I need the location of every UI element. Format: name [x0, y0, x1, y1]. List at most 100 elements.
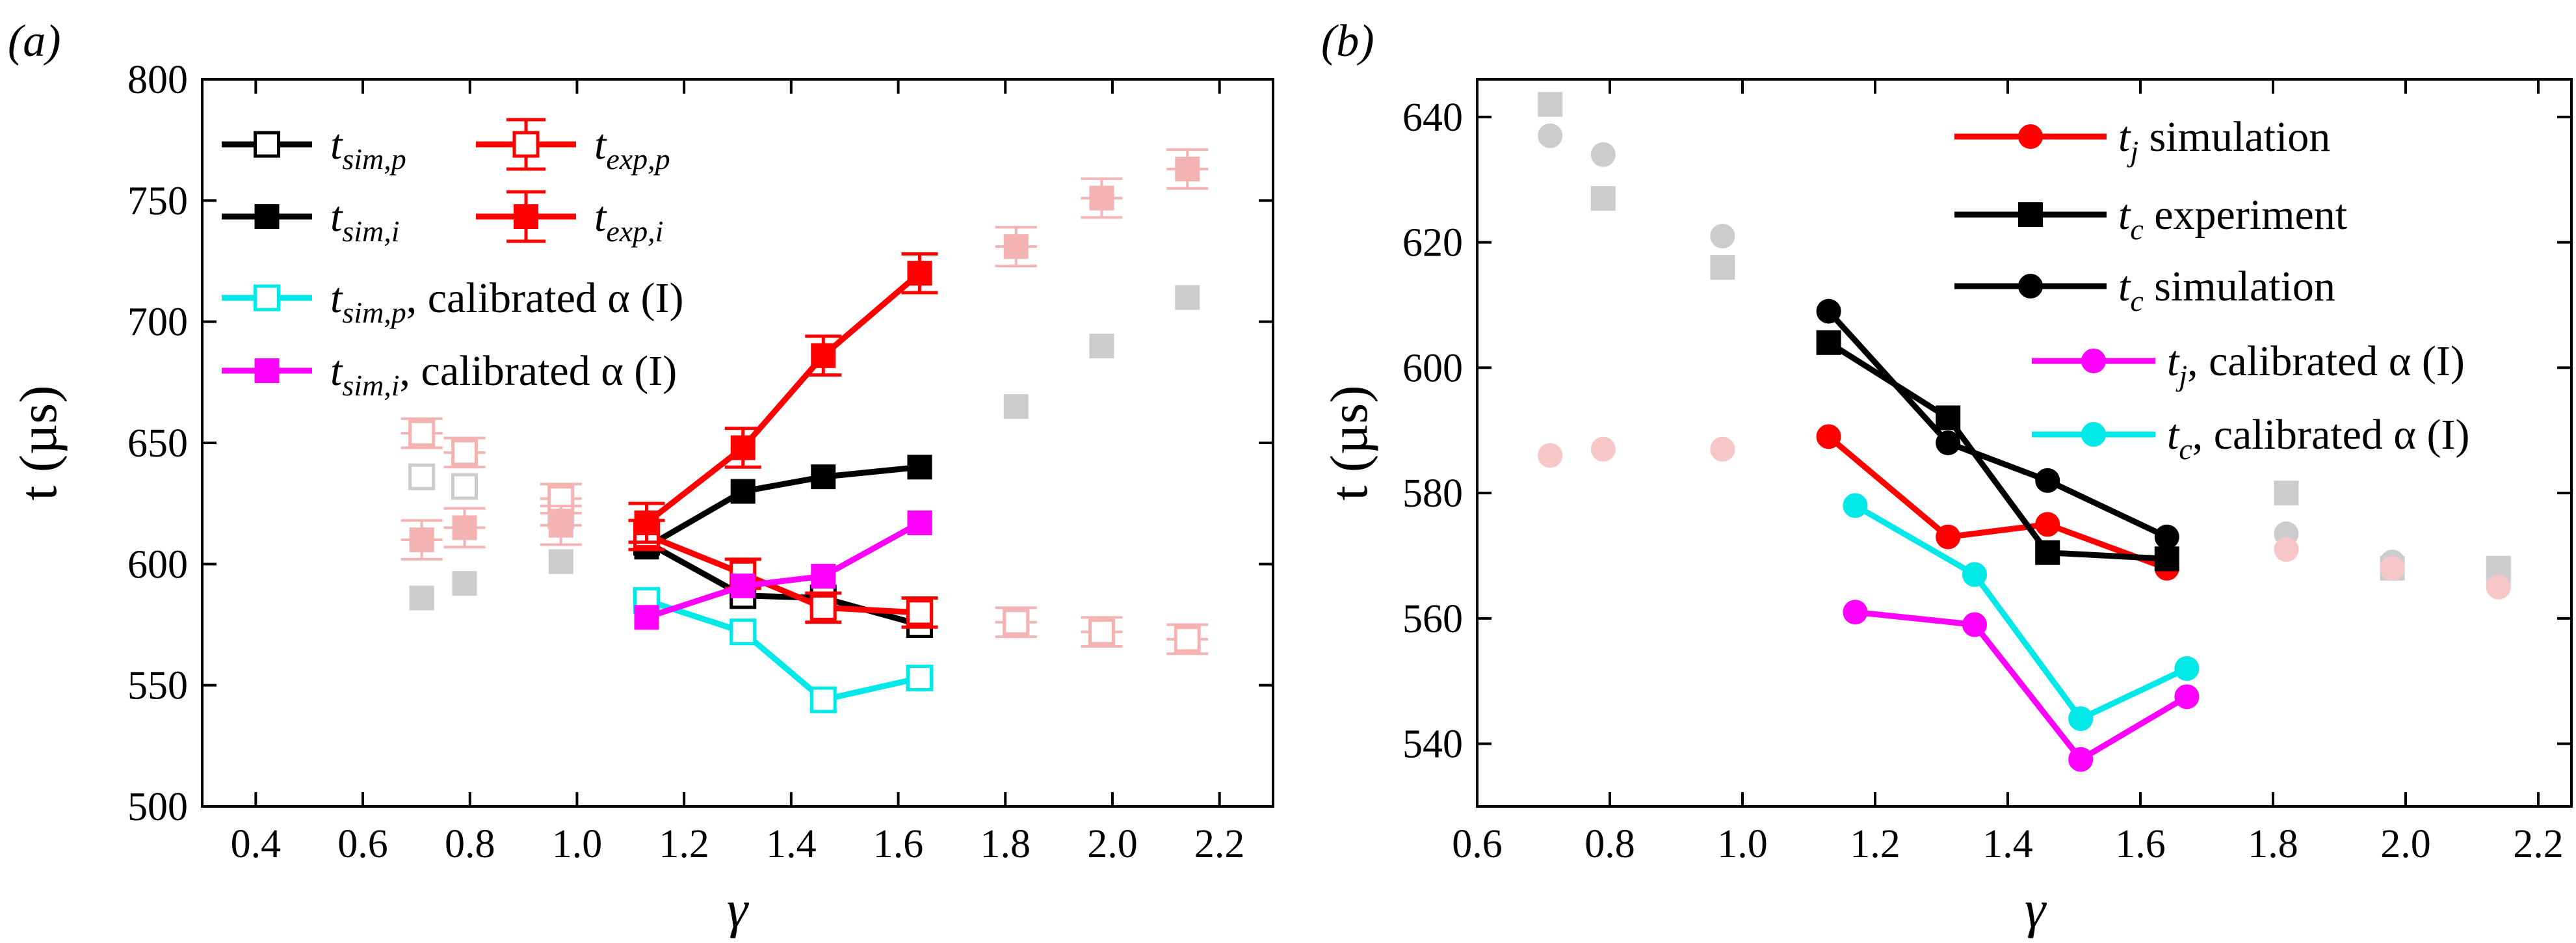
background-point — [451, 473, 479, 500]
series-line — [645, 464, 920, 550]
data-point — [1843, 600, 1868, 625]
data-point — [2174, 684, 2200, 710]
series-line — [1827, 339, 2168, 562]
legend-label-subscript: j — [2175, 359, 2187, 392]
background-point — [2274, 481, 2299, 506]
legend-label-subscript: c — [2179, 432, 2192, 466]
x-tick-label: 1.0 — [1717, 822, 1768, 866]
legend-label-subscript: exp,i — [606, 215, 663, 248]
y-tick-label: 540 — [1402, 723, 1463, 767]
series-line — [1854, 503, 2188, 722]
series-line — [644, 271, 922, 525]
y-tick-label: 580 — [1402, 472, 1463, 516]
y-tick-label: 700 — [127, 300, 188, 345]
legend-label: tsim,i — [330, 193, 400, 248]
x-tick-label: 1.4 — [1982, 822, 2033, 866]
legend-label: tc simulation — [2118, 263, 2335, 317]
background-point — [1003, 234, 1029, 259]
background-point — [1003, 609, 1030, 636]
background-point — [1590, 142, 1616, 167]
data-point — [1936, 405, 1961, 431]
legend-label-subscript: c — [2130, 284, 2143, 317]
data-point — [1936, 524, 1961, 550]
background-point — [1538, 123, 1563, 148]
data-point — [730, 573, 756, 598]
legend-label-suffix: , calibrated α (I) — [2192, 411, 2470, 458]
x-tick-label: 0.4 — [231, 822, 282, 866]
background-point — [452, 571, 477, 596]
legend-marker — [2018, 124, 2043, 149]
panel-label: (b) — [1321, 16, 1374, 66]
data-point — [811, 464, 836, 490]
y-axis-label: t (µs) — [8, 385, 68, 500]
legend-item: texp,i — [476, 190, 663, 248]
background-point — [408, 463, 436, 490]
data-point — [809, 686, 837, 713]
data-point — [1936, 431, 1961, 455]
background-point — [1538, 92, 1563, 117]
legend-label-base: t — [2167, 338, 2180, 385]
background-point — [1089, 333, 1114, 358]
background-point — [409, 527, 434, 553]
x-tick-label: 1.8 — [2248, 822, 2298, 866]
background-point — [1174, 626, 1201, 653]
legend-marker — [514, 204, 538, 229]
x-axis-label: γ — [727, 879, 750, 938]
plot-frame — [1476, 78, 2573, 808]
data-point — [1843, 493, 1868, 518]
legend-item: texp,p — [476, 118, 670, 176]
panel-label: (a) — [8, 16, 61, 66]
series-4 — [1843, 493, 2200, 732]
background-points — [401, 148, 1209, 656]
legend-label: tj, calibrated α (I) — [2167, 338, 2465, 392]
background-point — [1088, 618, 1115, 646]
data-point — [811, 343, 836, 368]
series-line — [1826, 434, 2168, 571]
y-tick-label: 640 — [1402, 96, 1463, 140]
legend-item: tsim,p — [222, 121, 406, 176]
data-point — [2035, 512, 2060, 537]
data-point — [1962, 562, 1987, 587]
x-tick-label: 0.8 — [1584, 822, 1635, 866]
series-3 — [1843, 600, 2200, 772]
x-axis-label: γ — [2025, 879, 2047, 938]
x-tick-label: 1.4 — [766, 822, 817, 866]
series-3 — [628, 252, 938, 544]
legend-item: tc simulation — [1954, 263, 2335, 317]
legend-marker — [254, 284, 280, 312]
x-tick-label: 0.8 — [445, 822, 495, 866]
legend-item: tj, calibrated α (I) — [2032, 338, 2465, 392]
legend-label-base: t — [330, 347, 343, 395]
legend-marker — [254, 204, 280, 229]
legend-label: tsim,i, calibrated α (I) — [330, 347, 677, 402]
legend-marker — [512, 131, 540, 158]
y-tick-label: 650 — [127, 421, 188, 466]
background-point — [2380, 555, 2405, 581]
background-point — [2486, 574, 2511, 600]
background-point — [1003, 394, 1029, 419]
background-point — [1710, 255, 1735, 280]
y-tick-label: 750 — [127, 179, 188, 223]
legend-marker — [254, 358, 280, 383]
x-tick-label: 1.2 — [659, 822, 709, 866]
data-point — [1962, 612, 1987, 637]
background-point — [1590, 436, 1616, 462]
y-tick-label: 600 — [1402, 346, 1463, 390]
series-line — [1826, 309, 2168, 540]
x-tick-label: 2.0 — [1087, 822, 1138, 866]
y-tick-label: 800 — [127, 58, 188, 102]
background-point — [1175, 156, 1200, 181]
data-point — [906, 664, 933, 691]
legend-label-suffix: simulation — [2144, 263, 2335, 310]
data-point — [2035, 540, 2060, 565]
x-tick-label: 0.6 — [1452, 822, 1503, 866]
legend-label-subscript: sim,i — [342, 215, 399, 248]
background-point — [1710, 223, 1735, 248]
legend-label-base: t — [2118, 113, 2131, 161]
legend-label-subscript: sim,i — [342, 369, 399, 402]
legend-label-base: t — [594, 121, 607, 168]
legend-label: tsim,p, calibrated α (I) — [330, 274, 683, 329]
legend-label-subscript: c — [2130, 213, 2143, 246]
